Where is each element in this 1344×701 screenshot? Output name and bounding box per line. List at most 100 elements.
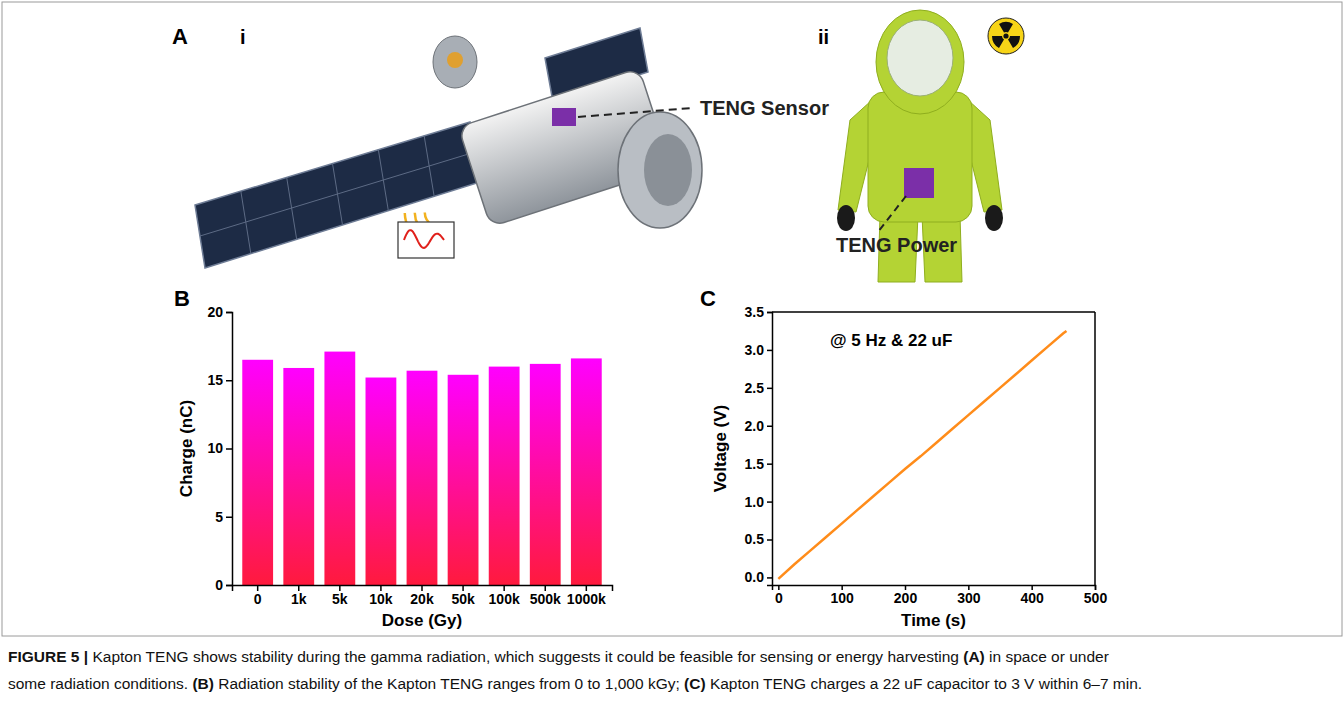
- y-tick: 3.5: [745, 304, 772, 320]
- annotation: @ 5 Hz & 22 uF: [830, 331, 952, 350]
- bar: [530, 364, 561, 585]
- suit-glove: [837, 205, 855, 231]
- bar: [407, 371, 438, 585]
- x-axis: 0 100 200 300 400 500: [773, 585, 1108, 606]
- suit-visor: [887, 20, 953, 96]
- x-tick-label: 200: [894, 590, 918, 606]
- caption-segment: (A): [963, 648, 985, 665]
- bar: [571, 358, 602, 585]
- caption-segment: (C): [684, 675, 706, 692]
- y-tick: 2.0: [745, 418, 772, 434]
- y-axis: 0.0 0.5 1.0 1.5 2.0 2.5 3.0 3.5: [745, 304, 773, 586]
- x-tick: 10k: [369, 585, 393, 607]
- callout-label: TENG Power: [836, 234, 957, 256]
- x-tick-label: 1000k: [567, 591, 606, 607]
- y-tick-mark: [767, 577, 772, 579]
- y-tick-label: 0.5: [745, 531, 765, 547]
- x-tick-label: 10k: [369, 591, 393, 607]
- y-axis-line: [226, 313, 233, 586]
- figure: AiiiTENG SensorTENG Power0510152001k5k10…: [0, 0, 1344, 701]
- y-tick-label: 5: [215, 509, 223, 525]
- callout-line: [878, 196, 906, 232]
- y-tick: 15: [207, 372, 232, 388]
- caption-segment: some radiation conditions.: [8, 675, 192, 692]
- bar: [324, 352, 355, 585]
- x-tick: 500: [1084, 585, 1108, 606]
- y-tick-label: 10: [207, 440, 223, 456]
- y-tick-label: 1.5: [745, 456, 765, 472]
- y-tick-mark: [226, 448, 232, 450]
- satellite-port: [447, 52, 463, 68]
- plot-frame: [772, 311, 1095, 313]
- satellite-module: [644, 134, 692, 206]
- satellite-dome: [433, 36, 477, 88]
- callout-label: TENG Sensor: [700, 97, 829, 119]
- y-tick-label: 3.0: [745, 342, 765, 358]
- y-tick: 0.0: [745, 569, 772, 585]
- bar: [366, 378, 397, 585]
- y-tick-mark: [767, 350, 772, 352]
- x-tick-label: 20k: [410, 591, 434, 607]
- y-tick-mark: [767, 312, 772, 314]
- subpanel-label: ii: [818, 26, 829, 48]
- y-tick: 10: [207, 440, 232, 456]
- x-axis-title: Dose (Gy): [382, 611, 462, 630]
- caption-segment: Radiation stability of the Kapton TENG r…: [214, 675, 684, 692]
- caption-segment: in space or under: [985, 648, 1109, 665]
- y-axis-title: Charge (nC): [177, 400, 196, 497]
- x-tick-label: 400: [1020, 590, 1044, 606]
- satellite-illustration: [195, 28, 702, 268]
- y-tick-label: 2.0: [745, 418, 765, 434]
- y-tick-mark: [226, 585, 232, 587]
- y-tick-mark: [226, 312, 232, 314]
- x-tick-label: 300: [957, 590, 981, 606]
- teng-sensor-patch: [552, 108, 576, 126]
- x-tick: 0: [254, 585, 262, 607]
- x-tick: 0: [775, 585, 783, 606]
- panel-letter: A: [172, 24, 188, 49]
- x-tick-label: 50k: [451, 591, 475, 607]
- y-tick: 20: [207, 304, 232, 320]
- y-tick: 0.5: [745, 531, 772, 547]
- radiation-badge: [988, 18, 1024, 54]
- caption-segment: Kapton TENG charges a 22 uF capacitor to…: [706, 675, 1143, 692]
- x-axis-line: [773, 586, 1096, 591]
- caption-line: FIGURE 5 | Kapton TENG shows stability d…: [8, 648, 1109, 665]
- radiation-symbol: [988, 18, 1024, 54]
- x-tick: 5k: [332, 585, 348, 607]
- y-axis-title: Voltage (V): [711, 405, 730, 493]
- x-tick: 300: [957, 585, 981, 606]
- x-tick: 100k: [489, 585, 520, 607]
- suit-glove: [985, 205, 1003, 231]
- y-axis: 0 5 10 15 20: [207, 304, 232, 593]
- y-tick: 3.0: [745, 342, 772, 358]
- x-tick: 1000k: [567, 585, 606, 607]
- signal-box: [398, 222, 454, 258]
- x-tick-label: 1k: [291, 591, 307, 607]
- data-line: [778, 331, 1066, 579]
- bar: [448, 375, 479, 585]
- y-tick-mark: [226, 517, 232, 519]
- bar: [489, 367, 520, 585]
- hazmat-suit-illustration: [837, 10, 1024, 282]
- y-tick-mark: [767, 501, 772, 503]
- lines: [778, 331, 1066, 579]
- x-tick: 500k: [530, 585, 561, 607]
- bars: [242, 352, 601, 585]
- x-tick-label: 100k: [489, 591, 520, 607]
- x-tick: 50k: [451, 585, 475, 607]
- y-tick: 2.5: [745, 380, 772, 396]
- signal-wave: [404, 230, 444, 248]
- x-tick-label: 500k: [530, 591, 561, 607]
- x-tick: 100: [830, 585, 854, 606]
- y-tick: 5: [215, 509, 232, 525]
- teng-power-patch: [904, 168, 934, 198]
- y-tick: 1.0: [745, 494, 772, 510]
- y-tick-mark: [767, 539, 772, 541]
- y-tick-label: 0: [215, 577, 223, 593]
- y-tick: 1.5: [745, 456, 772, 472]
- y-tick-mark: [226, 380, 232, 382]
- plot-frame: [1094, 312, 1096, 585]
- radiation-blade: [1008, 36, 1020, 48]
- y-tick-mark: [767, 463, 772, 465]
